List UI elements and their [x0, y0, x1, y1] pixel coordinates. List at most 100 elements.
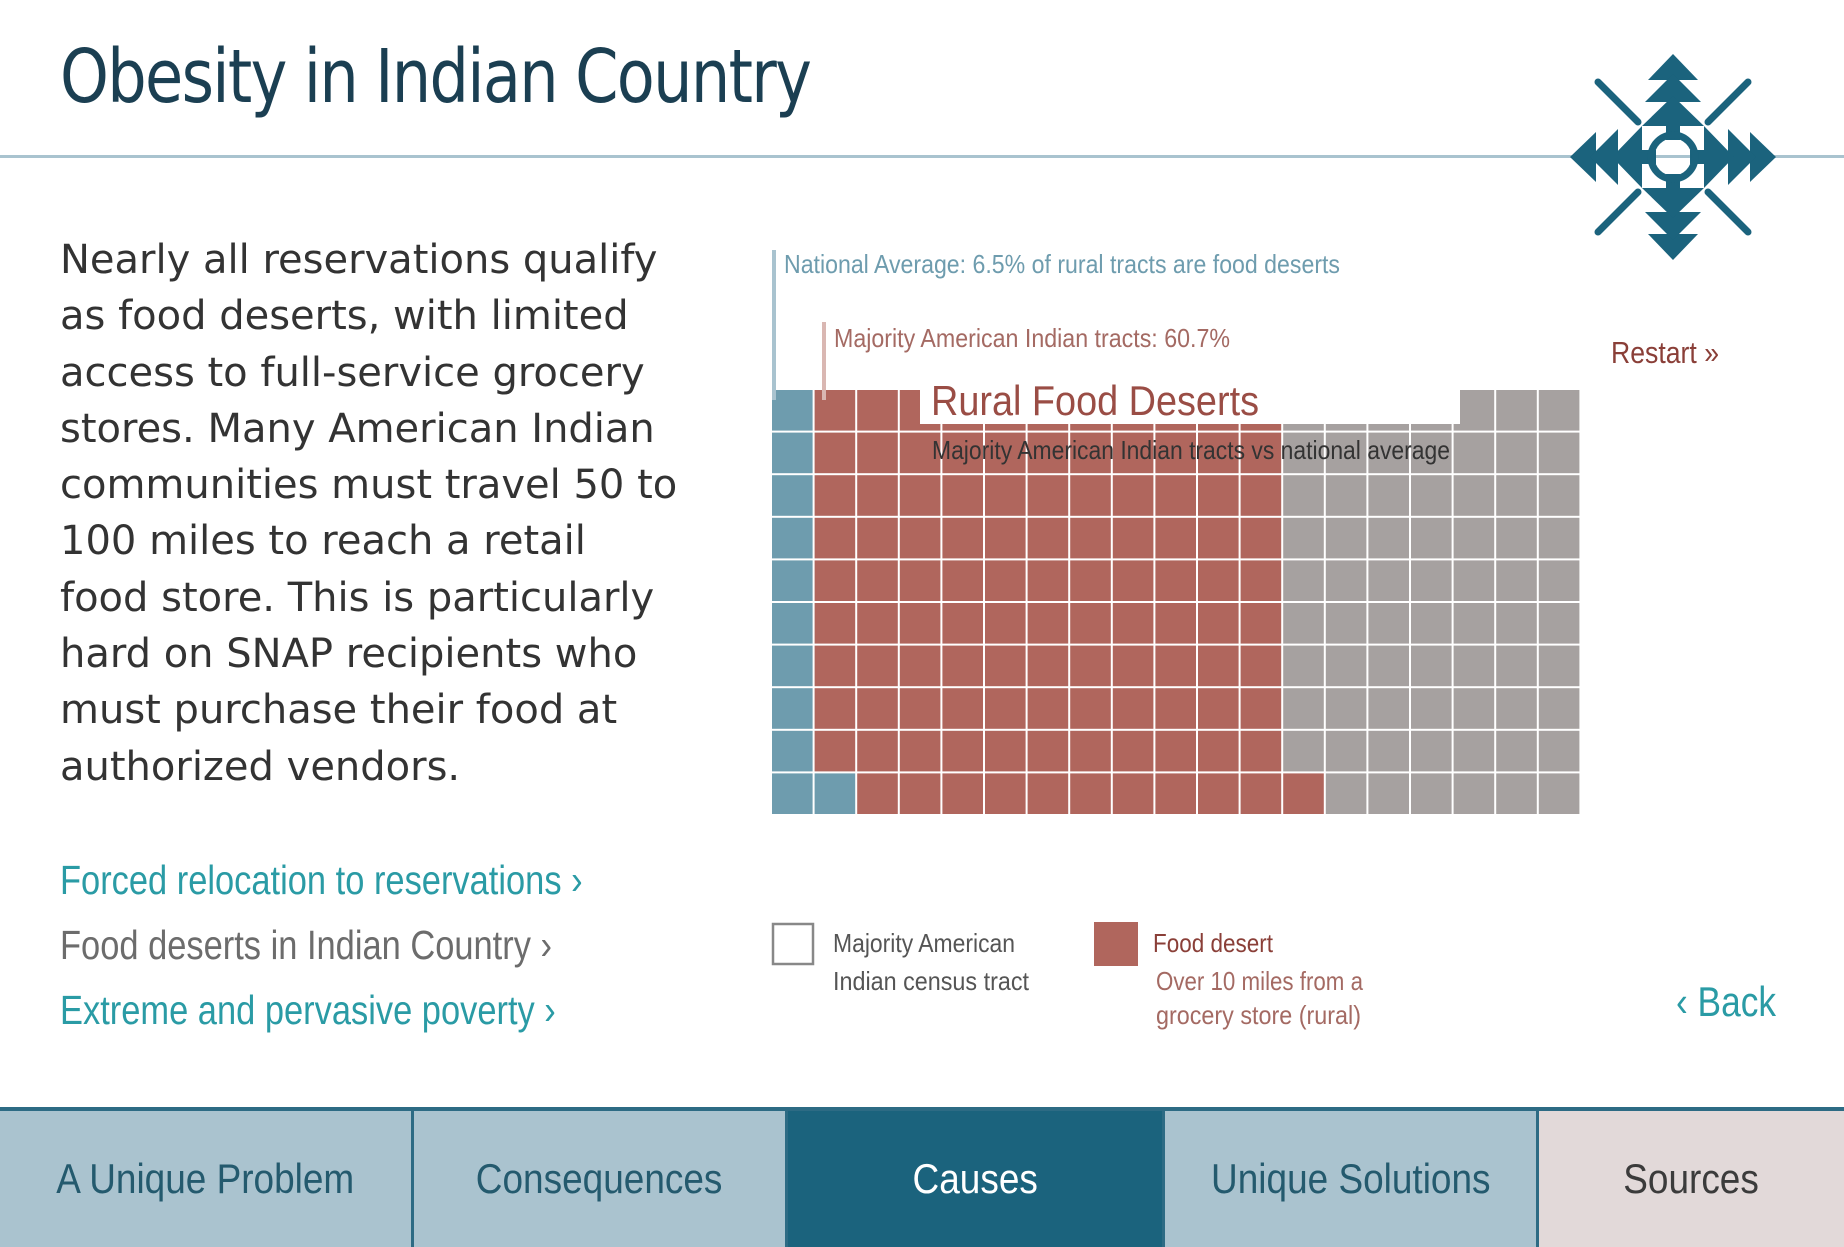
waffle-cell-food-desert — [857, 773, 898, 814]
waffle-cell-food-desert — [1240, 688, 1282, 729]
waffle-cell-food-desert — [985, 645, 1026, 687]
waffle-cell-food-desert — [1240, 603, 1282, 644]
waffle-cell-other-tract — [1453, 645, 1495, 687]
waffle-cell-national-average — [814, 773, 856, 814]
waffle-cell-food-desert — [985, 517, 1026, 559]
waffle-cell-other-tract — [1496, 603, 1537, 644]
waffle-cell-food-desert — [814, 560, 856, 601]
waffle-cell-food-desert — [899, 645, 941, 687]
waffle-cell-food-desert — [1027, 773, 1069, 814]
waffle-cell-food-desert — [899, 730, 941, 772]
waffle-cell-food-desert — [1070, 475, 1111, 516]
waffle-cell-other-tract — [1496, 688, 1537, 729]
waffle-cell-food-desert — [1283, 773, 1324, 814]
waffle-cell-national-average — [772, 688, 813, 729]
waffle-cell-food-desert — [985, 773, 1026, 814]
waffle-cell-food-desert — [1198, 517, 1239, 559]
waffle-cell-food-desert — [1198, 730, 1239, 772]
waffle-cell-food-desert — [1112, 688, 1154, 729]
waffle-cell-food-desert — [1070, 730, 1111, 772]
waffle-cell-food-desert — [1112, 603, 1154, 644]
waffle-cell-food-desert — [857, 517, 898, 559]
restart-button[interactable]: Restart » — [1611, 335, 1719, 370]
waffle-cell-other-tract — [1411, 432, 1452, 474]
tab-unique-solutions[interactable]: Unique Solutions — [1162, 1111, 1536, 1247]
page-title: Obesity in Indian Country — [60, 34, 812, 120]
waffle-cell-food-desert — [857, 688, 898, 729]
waffle-cell-food-desert — [899, 688, 941, 729]
waffle-cell-other-tract — [1368, 645, 1409, 687]
waffle-cell-food-desert — [1155, 730, 1196, 772]
waffle-cell-other-tract — [1368, 517, 1409, 559]
waffle-cell-food-desert — [1027, 517, 1069, 559]
waffle-cell-food-desert — [1155, 475, 1196, 516]
waffle-cell-national-average — [772, 645, 813, 687]
waffle-cell-other-tract — [1325, 645, 1367, 687]
waffle-cell-other-tract — [1538, 645, 1580, 687]
waffle-cells — [772, 390, 1580, 814]
waffle-cell-other-tract — [1453, 603, 1495, 644]
waffle-cell-food-desert — [985, 560, 1026, 601]
tab-sources[interactable]: Sources — [1536, 1111, 1844, 1247]
waffle-cell-food-desert — [814, 390, 856, 431]
waffle-cell-food-desert — [985, 730, 1026, 772]
waffle-cell-other-tract — [1538, 688, 1580, 729]
waffle-cell-other-tract — [1496, 390, 1537, 431]
waffle-cell-other-tract — [1453, 432, 1495, 474]
waffle-cell-food-desert — [1112, 730, 1154, 772]
four-directions-emblem-icon — [1570, 54, 1776, 260]
tab-a-unique-problem[interactable]: A Unique Problem — [0, 1111, 411, 1247]
waffle-cell-food-desert — [857, 560, 898, 601]
tab-causes[interactable]: Causes — [785, 1111, 1162, 1247]
waffle-cell-food-desert — [1198, 475, 1239, 516]
legend-swatch-food-desert — [1094, 922, 1138, 966]
waffle-cell-food-desert — [985, 603, 1026, 644]
waffle-cell-national-average — [772, 432, 813, 474]
waffle-cell-food-desert — [899, 475, 941, 516]
legend-label-food-desert: Food desert — [1153, 928, 1274, 958]
waffle-cell-other-tract — [1283, 517, 1324, 559]
waffle-cell-food-desert — [1198, 560, 1239, 601]
waffle-cell-food-desert — [1240, 517, 1282, 559]
waffle-cell-food-desert — [857, 390, 898, 431]
waffle-cell-other-tract — [1538, 390, 1580, 431]
majority-ai-annotation: Majority American Indian tracts: 60.7% — [834, 323, 1230, 353]
waffle-cell-national-average — [772, 390, 813, 431]
tab-label: Consequences — [476, 1155, 723, 1202]
waffle-cell-other-tract — [1283, 432, 1324, 474]
link-forced-relocation[interactable]: Forced relocation to reservations › — [60, 857, 583, 903]
waffle-cell-food-desert — [857, 645, 898, 687]
legend-label-tract-line1: Majority American — [833, 928, 1015, 958]
waffle-cell-food-desert — [1070, 517, 1111, 559]
waffle-cell-food-desert — [942, 773, 983, 814]
chart-title-backdrop — [920, 328, 1460, 424]
waffle-cell-food-desert — [1112, 517, 1154, 559]
header-divider — [0, 155, 1844, 158]
waffle-cell-food-desert — [1198, 603, 1239, 644]
waffle-cell-food-desert — [1070, 688, 1111, 729]
waffle-cell-food-desert — [1240, 773, 1282, 814]
waffle-cell-other-tract — [1325, 603, 1367, 644]
waffle-cell-other-tract — [1283, 730, 1324, 772]
link-extreme-poverty[interactable]: Extreme and pervasive poverty › — [60, 987, 556, 1033]
waffle-cell-other-tract — [1538, 603, 1580, 644]
waffle-cell-other-tract — [1411, 730, 1452, 772]
waffle-cell-other-tract — [1453, 560, 1495, 601]
tab-consequences[interactable]: Consequences — [411, 1111, 785, 1247]
waffle-cell-food-desert — [1198, 773, 1239, 814]
waffle-cell-food-desert — [942, 645, 983, 687]
tab-label: Sources — [1623, 1155, 1760, 1202]
waffle-cell-other-tract — [1411, 603, 1452, 644]
chart-subtitle: Majority American Indian tracts vs natio… — [932, 435, 1450, 465]
waffle-cell-other-tract — [1538, 432, 1580, 474]
waffle-cell-food-desert — [1198, 645, 1239, 687]
waffle-cell-food-desert — [1155, 560, 1196, 601]
waffle-cell-other-tract — [1368, 773, 1409, 814]
waffle-cell-food-desert — [899, 517, 941, 559]
waffle-cell-food-desert — [1027, 560, 1069, 601]
waffle-cell-other-tract — [1411, 475, 1452, 516]
link-food-deserts[interactable]: Food deserts in Indian Country › — [60, 922, 552, 968]
waffle-cell-food-desert — [942, 730, 983, 772]
waffle-cell-food-desert — [1027, 603, 1069, 644]
back-button[interactable]: ‹ Back — [1676, 978, 1776, 1025]
